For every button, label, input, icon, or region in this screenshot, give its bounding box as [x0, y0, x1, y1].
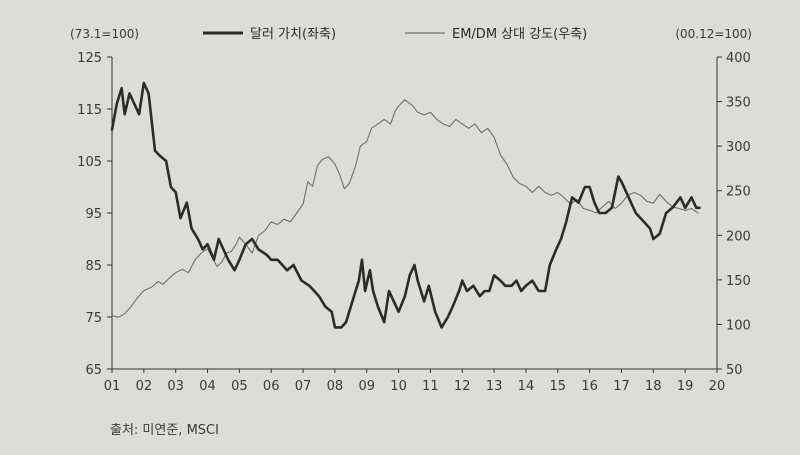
right-tick-label: 250	[726, 185, 751, 200]
left-tick-label: 95	[85, 207, 102, 222]
x-tick-label: 05	[231, 379, 248, 394]
left-tick-label: 85	[85, 259, 102, 274]
x-tick-label: 10	[390, 379, 407, 394]
left-tick-label: 105	[77, 155, 102, 170]
left-tick-label: 65	[85, 363, 102, 378]
x-tick-label: 13	[486, 379, 503, 394]
right-tick-label: 50	[726, 363, 743, 378]
legend-label-emdm: EM/DM 상대 강도(우축)	[452, 27, 587, 42]
x-tick-label: 18	[645, 379, 662, 394]
left-tick-label: 115	[77, 103, 102, 118]
right-tick-label: 350	[726, 96, 751, 111]
x-tick-label: 03	[167, 379, 184, 394]
right-axis-ticks: 50 100 150 200 250 300 350 400	[717, 51, 751, 378]
right-axis-unit: (00.12=100)	[675, 27, 752, 41]
x-tick-label: 06	[263, 379, 280, 394]
x-axis-ticks: 01 02 03 04 05 06 07 08 09 10 11 12 13 14 15 16 17 18 19 20	[104, 369, 726, 394]
right-tick-label: 100	[726, 318, 751, 333]
left-axis-ticks: 65 75 85 95 105 115 125	[77, 51, 112, 378]
left-tick-label: 125	[77, 51, 102, 66]
x-tick-label: 16	[581, 379, 598, 394]
x-tick-label: 15	[550, 379, 567, 394]
left-axis-unit: (73.1=100)	[70, 27, 139, 41]
right-tick-label: 150	[726, 274, 751, 289]
x-tick-label: 02	[136, 379, 153, 394]
x-tick-label: 01	[104, 379, 121, 394]
series-lines	[110, 81, 701, 329]
x-tick-label: 08	[327, 379, 344, 394]
plot-frame	[111, 57, 718, 370]
x-tick-label: 14	[518, 379, 535, 394]
x-tick-label: 20	[709, 379, 726, 394]
x-tick-label: 11	[422, 379, 439, 394]
x-tick-label: 09	[358, 379, 375, 394]
legend-label-dollar: 달러 가치(좌축)	[250, 27, 336, 42]
source-note: 출처: 미연준, MSCI	[110, 423, 219, 438]
right-tick-label: 400	[726, 51, 751, 66]
right-tick-label: 200	[726, 229, 751, 244]
right-tick-label: 300	[726, 140, 751, 155]
left-tick-label: 75	[85, 311, 102, 326]
x-tick-label: 19	[677, 379, 694, 394]
series-line-dollar	[110, 81, 701, 329]
x-tick-label: 12	[454, 379, 471, 394]
x-tick-label: 07	[295, 379, 312, 394]
x-tick-label: 04	[199, 379, 216, 394]
x-tick-label: 17	[613, 379, 630, 394]
legend: 달러 가치(좌축) EM/DM 상대 강도(우축)	[203, 27, 587, 42]
